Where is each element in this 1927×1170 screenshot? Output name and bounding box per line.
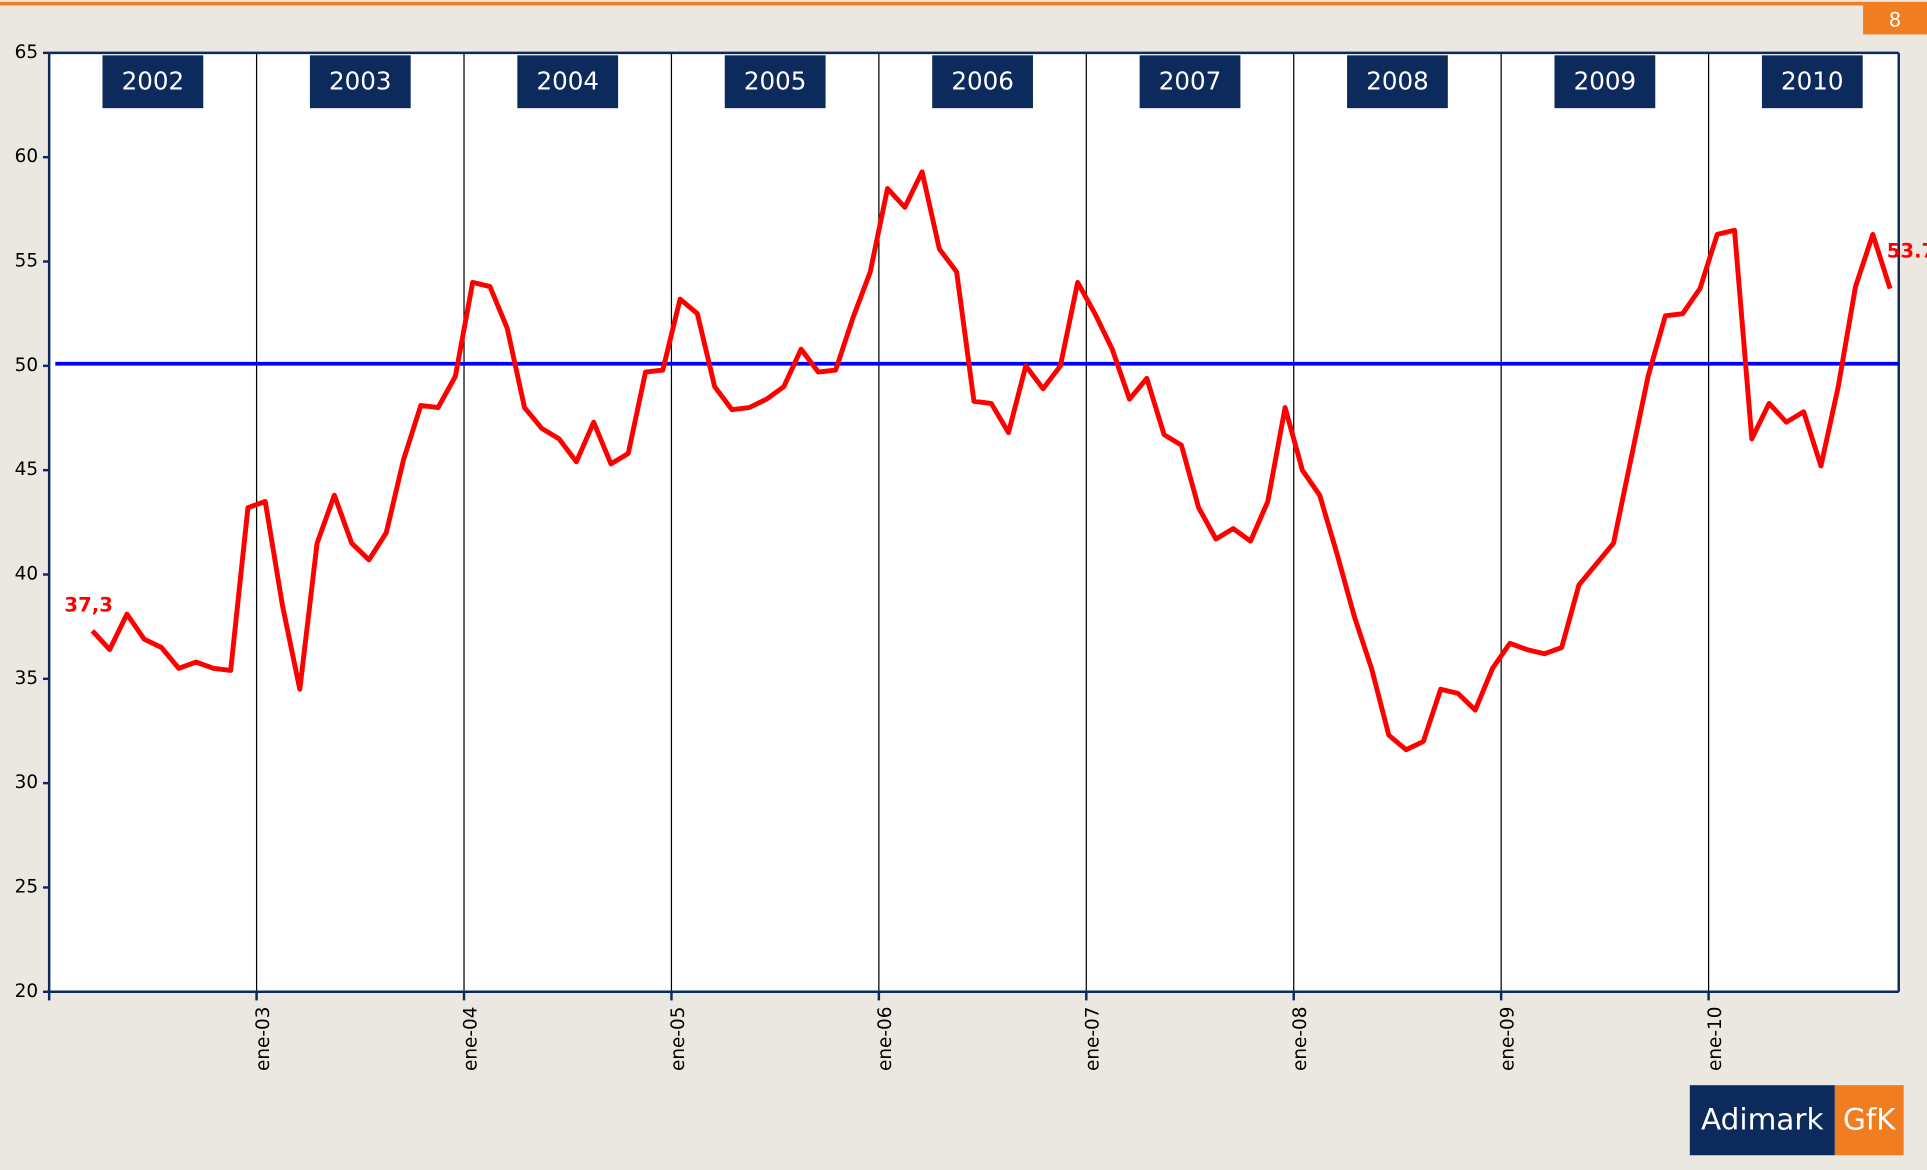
year-box xyxy=(1139,55,1241,109)
y-tick-label: 25 xyxy=(15,876,38,897)
year-label: 2005 xyxy=(744,66,807,95)
y-tick-label: 65 xyxy=(15,42,38,63)
x-tick-label: ene-07 xyxy=(1083,1007,1104,1071)
logo-left xyxy=(1689,1085,1835,1156)
year-box xyxy=(1554,55,1656,109)
data-label: 37,3 xyxy=(64,594,113,617)
x-tick-label: ene-03 xyxy=(253,1007,274,1071)
data-label: 53.7 xyxy=(1887,239,1927,262)
logo-right xyxy=(1834,1085,1904,1156)
y-tick-label: 20 xyxy=(15,981,38,1002)
year-label: 2007 xyxy=(1159,66,1222,95)
year-label: 2008 xyxy=(1366,66,1429,95)
y-tick-label: 30 xyxy=(15,772,38,793)
x-tick-label: ene-04 xyxy=(460,1007,481,1071)
x-tick-label: ene-10 xyxy=(1705,1007,1726,1071)
y-tick-label: 45 xyxy=(15,459,38,480)
year-box xyxy=(1761,55,1863,109)
page-number: 8 xyxy=(1889,8,1902,31)
year-label: 2006 xyxy=(951,66,1014,95)
y-tick-label: 35 xyxy=(15,668,38,689)
year-box xyxy=(1347,55,1448,109)
x-tick-label: ene-06 xyxy=(875,1007,896,1071)
year-label: 2002 xyxy=(122,66,185,95)
year-box xyxy=(932,55,1033,109)
year-label: 2004 xyxy=(536,66,599,95)
year-label: 2010 xyxy=(1781,66,1844,95)
year-label: 2003 xyxy=(329,66,392,95)
plot-area xyxy=(49,52,1899,992)
y-tick-label: 50 xyxy=(15,355,38,376)
x-tick-label: ene-08 xyxy=(1290,1007,1311,1071)
year-box xyxy=(309,55,411,109)
x-tick-label: ene-09 xyxy=(1498,1007,1519,1071)
data-line xyxy=(90,169,1893,753)
year-label: 2009 xyxy=(1574,66,1637,95)
year-box xyxy=(102,55,204,109)
year-box xyxy=(517,55,619,109)
x-tick-label: ene-05 xyxy=(668,1007,689,1071)
y-tick-label: 40 xyxy=(15,563,38,584)
y-tick-label: 60 xyxy=(15,146,38,167)
logo-brand: Adimark xyxy=(1701,1102,1824,1136)
logo-partner: GfK xyxy=(1843,1102,1896,1136)
y-tick-label: 55 xyxy=(15,251,38,272)
page-number-box xyxy=(1863,4,1927,35)
year-box xyxy=(724,55,826,109)
